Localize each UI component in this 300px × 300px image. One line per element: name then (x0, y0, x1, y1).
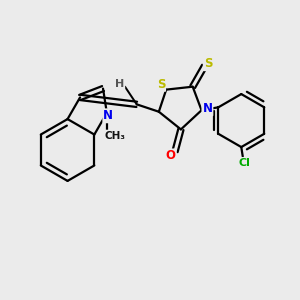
Text: N: N (103, 109, 113, 122)
Text: Cl: Cl (238, 158, 250, 168)
Text: N: N (202, 102, 212, 115)
Text: O: O (166, 149, 176, 162)
Text: S: S (157, 78, 165, 91)
Text: H: H (115, 79, 124, 89)
Text: CH₃: CH₃ (105, 130, 126, 140)
Text: S: S (204, 57, 212, 70)
